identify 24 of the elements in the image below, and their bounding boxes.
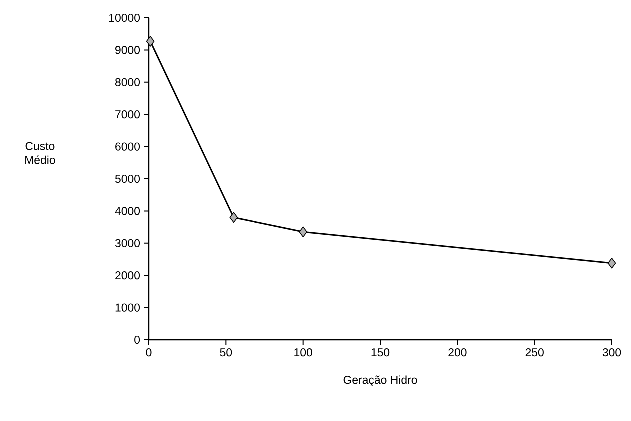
y-tick-label: 1000: [116, 304, 140, 312]
y-axis-title: Custo Médio: [26, 142, 56, 164]
point: [230, 212, 238, 224]
y-tick-label: 7000: [116, 110, 140, 119]
x-tick-label: 150: [372, 348, 390, 357]
y-tick-label: 3000: [115, 239, 140, 248]
point: [299, 226, 308, 238]
y-tick-label: 9000: [116, 46, 140, 54]
y-tick-label: 8000: [115, 78, 140, 86]
x-tick-label: 200: [448, 348, 467, 357]
y-tick-label: 10000: [109, 14, 140, 22]
y-tick-label: 2000: [116, 272, 140, 280]
y-tick-label: 6000: [116, 142, 140, 151]
x-axis-title: Geração Hidro: [344, 376, 418, 386]
point: [146, 36, 155, 47]
x-tick-label: 100: [294, 348, 312, 357]
y-tick-label: 5000: [115, 174, 140, 184]
point: [608, 258, 616, 269]
x-tick-label: 250: [526, 348, 544, 357]
y-tick-label: 4000: [115, 207, 140, 216]
x-tick-label: 300: [602, 348, 622, 357]
x-tick-label: 0: [146, 348, 152, 357]
x-tick-label: 50: [220, 348, 232, 357]
y-tick-label: 0: [134, 336, 140, 344]
